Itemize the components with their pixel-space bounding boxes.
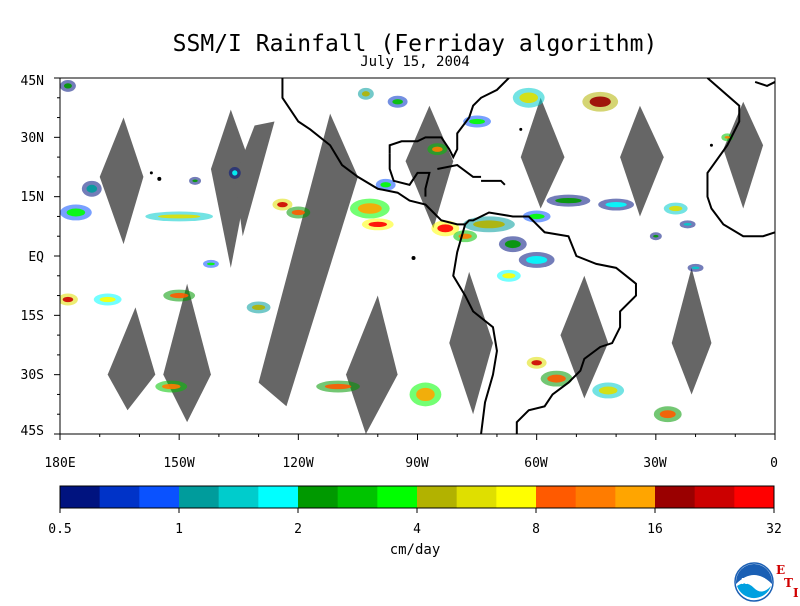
rain-patch xyxy=(669,205,683,212)
rain-patch xyxy=(724,136,730,139)
rain-patch xyxy=(547,374,566,383)
coastline-africa xyxy=(706,78,775,238)
island-canary xyxy=(709,143,713,147)
island-galapagos xyxy=(411,255,416,260)
coastline-americas xyxy=(281,78,637,434)
orbit-gap xyxy=(234,121,275,237)
rain-patch xyxy=(469,118,486,125)
rain-patch xyxy=(416,387,435,402)
rain-patch xyxy=(157,214,201,219)
lon-label-180e: 180E xyxy=(44,456,76,471)
rain-patch xyxy=(528,213,545,220)
rain-patch xyxy=(368,221,388,227)
rain-patch xyxy=(504,240,521,249)
orbit-gap xyxy=(258,113,358,407)
map-content xyxy=(60,78,775,434)
map-date: July 15, 2004 xyxy=(360,54,470,70)
colorbar-tick-label: 0.5 xyxy=(48,522,72,537)
rain-patch xyxy=(63,83,72,89)
coastline-south-america-west xyxy=(452,224,498,434)
lon-label-120w: 120W xyxy=(282,456,314,471)
orbit-gap xyxy=(723,101,764,209)
island-bermuda xyxy=(519,127,523,131)
coastline-gulf xyxy=(388,78,510,160)
noaa-logo-text: NOAA xyxy=(741,577,767,586)
rain-patch xyxy=(291,209,305,216)
orbit-gap xyxy=(671,267,712,395)
colorbar-tick-label: 8 xyxy=(532,522,540,537)
orbit-gap xyxy=(620,105,664,217)
orbit-gap xyxy=(210,109,251,268)
lon-label-150w: 150W xyxy=(163,456,195,471)
rain-patch xyxy=(519,92,538,104)
lat-label-15s: 15S xyxy=(20,309,44,324)
colorbar-tick-label: 16 xyxy=(647,522,663,537)
orbit-gap xyxy=(107,307,156,411)
rain-patch xyxy=(392,99,403,105)
logo-letter: E xyxy=(776,563,786,577)
coastline-cuba xyxy=(437,163,482,178)
lat-label-45s: 45S xyxy=(20,424,44,439)
rain-patch xyxy=(324,383,352,390)
colorbar-tick-label: 2 xyxy=(294,522,302,537)
rain-patch xyxy=(526,256,548,264)
rain-patch xyxy=(653,234,659,238)
rain-patch xyxy=(437,224,454,233)
rain-patch xyxy=(99,296,116,303)
rain-patch xyxy=(161,383,181,390)
rain-patch xyxy=(66,208,86,217)
logo-letter: I xyxy=(793,586,799,600)
orbit-gap xyxy=(346,295,398,434)
lon-label-60w: 60W xyxy=(524,456,548,471)
rain-patch xyxy=(598,386,618,395)
rain-patch xyxy=(357,203,382,214)
coastline-hispaniola xyxy=(481,179,506,186)
rain-patch xyxy=(683,223,692,226)
rain-patch xyxy=(555,197,582,204)
rain-patch xyxy=(62,296,74,303)
rain-patch xyxy=(432,146,443,152)
rain-patch xyxy=(589,96,611,108)
lon-label-90w: 90W xyxy=(405,456,429,471)
lon-label-0: 0 xyxy=(770,456,778,471)
noaa-logo: NOAA xyxy=(734,562,774,602)
map-title: SSM/I Rainfall (Ferriday algorithm) xyxy=(172,31,658,57)
rain-patch xyxy=(192,179,198,183)
orbit-gap xyxy=(560,275,609,399)
lat-label-eq: EQ xyxy=(28,250,44,265)
rain-patch xyxy=(277,201,288,208)
orbit-gap xyxy=(449,271,493,415)
rain-patch xyxy=(691,266,700,270)
island-hawaii xyxy=(149,171,153,175)
lat-label-45n: 45N xyxy=(20,74,44,89)
island-hawaii xyxy=(157,176,162,181)
coastline-iberia xyxy=(754,81,775,87)
orbit-gap xyxy=(520,97,565,209)
rain-patch xyxy=(206,262,215,266)
lat-label-30s: 30S xyxy=(20,368,44,383)
rain-patch xyxy=(251,304,266,311)
colorbar-tick-label: 4 xyxy=(413,522,421,537)
rain-patch xyxy=(659,410,676,419)
rain-patch xyxy=(361,91,370,97)
rain-patch xyxy=(169,292,189,299)
lat-label-15n: 15N xyxy=(20,190,44,205)
rain-patch xyxy=(605,201,627,208)
rain-patch xyxy=(232,170,238,176)
colorbar-tick-label: 1 xyxy=(175,522,183,537)
orbit-gap xyxy=(99,117,144,245)
rain-patch xyxy=(86,184,98,193)
coastline-yucatan xyxy=(388,153,431,197)
rain-patch xyxy=(380,182,392,188)
rain-patch xyxy=(502,273,516,279)
logo-letter: T xyxy=(784,576,793,590)
colorbar-tick-label: 32 xyxy=(766,522,782,537)
rain-patch xyxy=(531,360,542,366)
lat-label-30n: 30N xyxy=(20,131,44,146)
colorbar-units: cm/day xyxy=(389,542,441,558)
lon-label-30w: 30W xyxy=(643,456,667,471)
rain-patch xyxy=(473,220,505,229)
